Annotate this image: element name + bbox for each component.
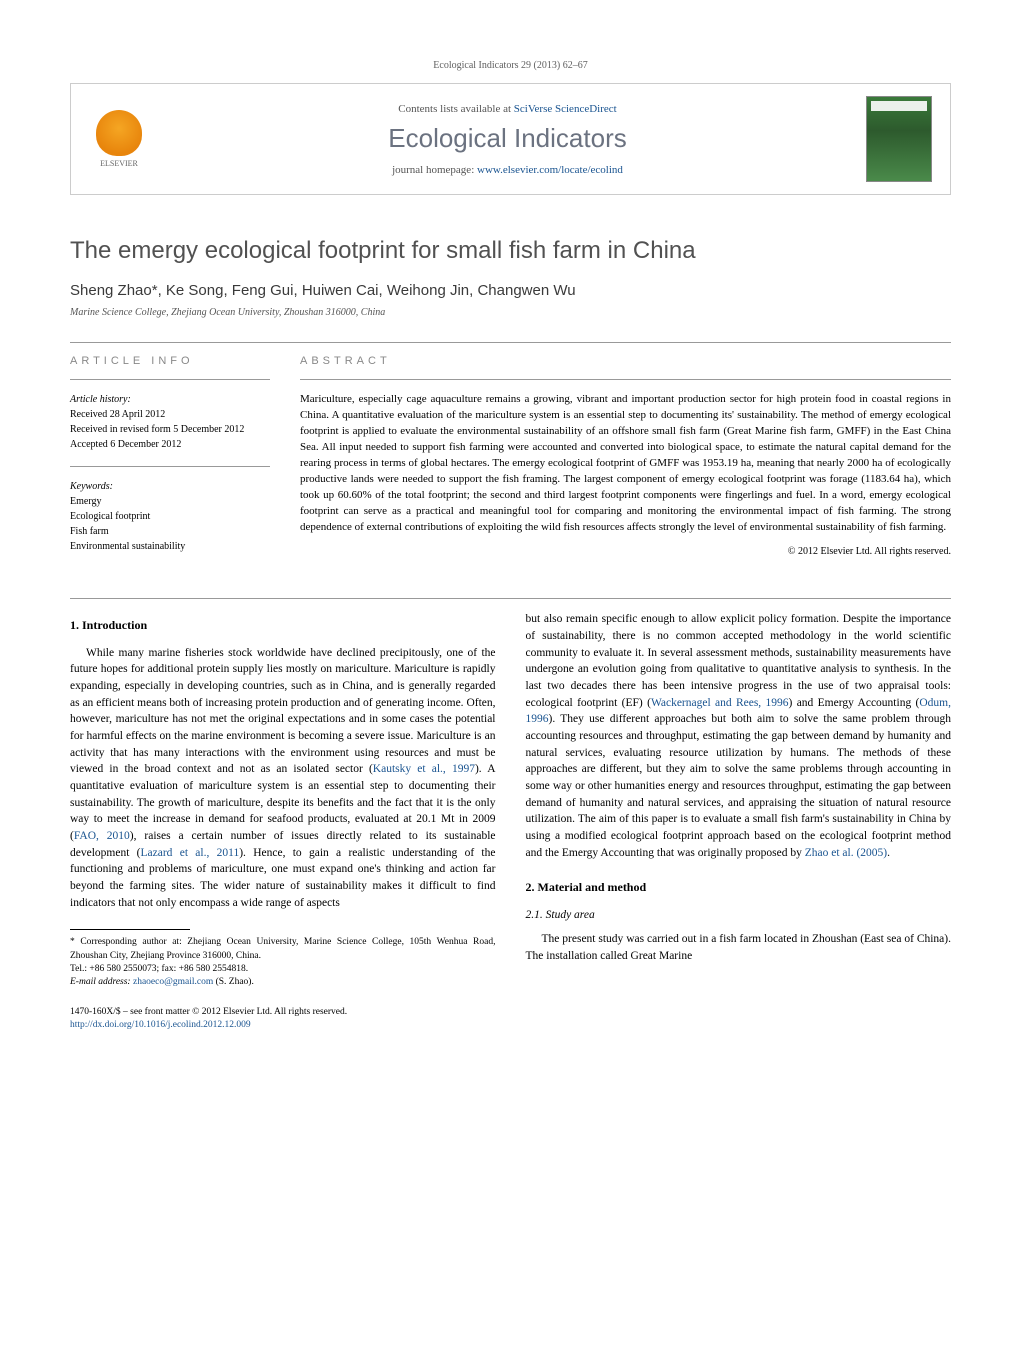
doi-line: http://dx.doi.org/10.1016/j.ecolind.2012… xyxy=(70,1019,496,1032)
journal-homepage-link[interactable]: www.elsevier.com/locate/ecolind xyxy=(477,164,623,176)
right-column: but also remain specific enough to allow… xyxy=(526,611,952,1032)
subsection-heading-study-area: 2.1. Study area xyxy=(526,907,952,924)
left-column: 1. Introduction While many marine fisher… xyxy=(70,611,496,1032)
history-line: Received 28 April 2012 xyxy=(70,407,270,422)
divider xyxy=(70,342,951,343)
abstract-heading: ABSTRACT xyxy=(300,355,951,367)
divider xyxy=(70,379,270,380)
abstract-copyright: © 2012 Elsevier Ltd. All rights reserved… xyxy=(300,546,951,557)
section-heading-material-method: 2. Material and method xyxy=(526,879,952,896)
article-title: The emergy ecological footprint for smal… xyxy=(70,235,951,266)
divider xyxy=(70,598,951,599)
footnote-tel: Tel.: +86 580 2550073; fax: +86 580 2554… xyxy=(70,963,496,976)
abstract-text: Mariculture, especially cage aquaculture… xyxy=(300,392,951,535)
keywords-block: Keywords: Emergy Ecological footprint Fi… xyxy=(70,479,270,554)
article-history-block: Article history: Received 28 April 2012 … xyxy=(70,392,270,452)
elsevier-logo: ELSEVIER xyxy=(89,104,149,174)
history-line: Received in revised form 5 December 2012 xyxy=(70,422,270,437)
section-heading-introduction: 1. Introduction xyxy=(70,617,496,634)
elsevier-label: ELSEVIER xyxy=(100,159,138,168)
running-header: Ecological Indicators 29 (2013) 62–67 xyxy=(70,60,951,71)
front-matter-line: 1470-160X/$ – see front matter © 2012 El… xyxy=(70,1006,496,1019)
footnote-address: * Corresponding author at: Zhejiang Ocea… xyxy=(70,936,496,963)
elsevier-tree-icon xyxy=(96,110,142,156)
sciencedirect-link[interactable]: SciVerse ScienceDirect xyxy=(514,103,617,115)
body-paragraph: While many marine fisheries stock worldw… xyxy=(70,645,496,912)
body-paragraph: but also remain specific enough to allow… xyxy=(526,611,952,861)
body-paragraph: The present study was carried out in a f… xyxy=(526,931,952,964)
running-header-text: Ecological Indicators 29 (2013) 62–67 xyxy=(433,60,587,71)
body-two-column: 1. Introduction While many marine fisher… xyxy=(70,611,951,1032)
citation-link[interactable]: FAO, 2010 xyxy=(74,830,130,842)
keyword: Ecological footprint xyxy=(70,509,270,524)
journal-cover-thumbnail xyxy=(866,96,932,182)
article-info-column: ARTICLE INFO Article history: Received 2… xyxy=(70,355,270,568)
journal-masthead: ELSEVIER Contents lists available at Sci… xyxy=(70,83,951,195)
footnote-separator xyxy=(70,929,190,930)
meta-abstract-row: ARTICLE INFO Article history: Received 2… xyxy=(70,355,951,568)
divider xyxy=(300,379,951,380)
doi-block: 1470-160X/$ – see front matter © 2012 El… xyxy=(70,1006,496,1033)
keyword: Environmental sustainability xyxy=(70,539,270,554)
corresponding-author-footnote: * Corresponding author at: Zhejiang Ocea… xyxy=(70,936,496,989)
author-affiliation: Marine Science College, Zhejiang Ocean U… xyxy=(70,307,951,318)
citation-link[interactable]: Zhao et al. (2005) xyxy=(805,847,887,859)
author-list: Sheng Zhao*, Ke Song, Feng Gui, Huiwen C… xyxy=(70,282,951,299)
doi-link[interactable]: http://dx.doi.org/10.1016/j.ecolind.2012… xyxy=(70,1020,251,1030)
journal-name: Ecological Indicators xyxy=(149,123,866,154)
history-line: Accepted 6 December 2012 xyxy=(70,437,270,452)
contents-available-line: Contents lists available at SciVerse Sci… xyxy=(149,103,866,115)
email-link[interactable]: zhaoeco@gmail.com xyxy=(133,977,213,987)
citation-link[interactable]: Lazard et al., 2011 xyxy=(141,847,240,859)
publisher-logo-block: ELSEVIER xyxy=(89,104,149,174)
journal-homepage-line: journal homepage: www.elsevier.com/locat… xyxy=(149,164,866,176)
abstract-column: ABSTRACT Mariculture, especially cage aq… xyxy=(300,355,951,568)
keyword: Emergy xyxy=(70,494,270,509)
masthead-center: Contents lists available at SciVerse Sci… xyxy=(149,103,866,176)
article-info-heading: ARTICLE INFO xyxy=(70,355,270,367)
keyword: Fish farm xyxy=(70,524,270,539)
citation-link[interactable]: Kautsky et al., 1997 xyxy=(373,763,475,775)
history-label: Article history: xyxy=(70,392,270,407)
divider xyxy=(70,466,270,467)
footnote-email-line: E-mail address: zhaoeco@gmail.com (S. Zh… xyxy=(70,976,496,989)
keywords-label: Keywords: xyxy=(70,479,270,494)
citation-link[interactable]: Wackernagel and Rees, 1996 xyxy=(651,697,789,709)
